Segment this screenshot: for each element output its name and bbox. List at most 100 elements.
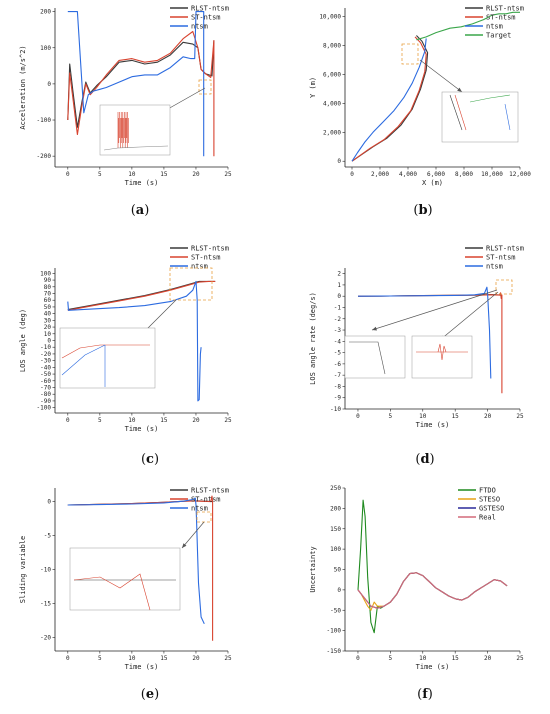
inset-panel [99, 104, 171, 156]
y-axis-label: Y (m) [309, 77, 317, 98]
series-line-real [357, 572, 508, 609]
x-tick-label: 0 [350, 171, 354, 178]
x-tick-label: 10 [419, 655, 427, 662]
y-axis-label: Acceleration (m/s^2) [19, 45, 27, 129]
y-tick-label: 6,000 [323, 71, 341, 78]
zoom-arrow [419, 59, 463, 93]
inset-panel [69, 547, 181, 611]
y-tick-label: 1 [337, 282, 341, 289]
y-tick-label: 200 [330, 505, 341, 512]
y-tick-label: -40 [40, 364, 51, 371]
y-tick-label: 0 [47, 499, 51, 506]
x-tick-label: 15 [452, 655, 460, 662]
x-axis-label: Time (s) [125, 663, 159, 671]
x-tick-label: 15 [160, 417, 168, 424]
y-tick-label: -200 [37, 153, 52, 160]
legend-label: ST-ntsm [486, 14, 516, 22]
x-tick-label: 10 [128, 655, 136, 662]
y-tick-label: -100 [37, 117, 52, 124]
x-tick-label: 20 [192, 417, 200, 424]
x-tick-label: 5 [98, 655, 102, 662]
x-tick-label: 15 [160, 655, 168, 662]
inset-frame [69, 547, 181, 611]
x-tick-label: 20 [484, 655, 492, 662]
legend-label: GSTESO [479, 505, 504, 513]
legend-label: ST-ntsm [191, 496, 221, 504]
series-line-ntsm [67, 11, 205, 157]
y-tick-label: 250 [330, 485, 341, 492]
x-tick-label: 25 [224, 417, 232, 424]
y-tick-label: -50 [40, 371, 51, 378]
inset-trace [103, 145, 169, 151]
zoom-arrow [439, 291, 499, 341]
x-axis-label: X (m) [422, 179, 443, 187]
x-tick-label: 5 [389, 413, 393, 420]
x-tick-label: 15 [160, 171, 168, 178]
zoom-box [401, 43, 419, 65]
zoom-arrow [371, 289, 498, 331]
zoom-arrow [181, 521, 205, 549]
y-tick-label: 40 [44, 311, 52, 318]
inset-frame [99, 104, 171, 156]
chart-e: 0 5 10 15 20 25 -20 -15 -10 -5 0 Time (s) Sliding va… [19, 487, 232, 703]
legend-label: RLST-ntsm [191, 487, 229, 495]
series-line-ntsm [67, 280, 202, 402]
y-tick-label: 100 [40, 270, 51, 277]
series-line-gsteso [357, 572, 508, 609]
y-tick-label: 0 [47, 338, 51, 345]
panel-label: (f) [417, 687, 433, 702]
y-tick-label: 10 [44, 331, 52, 338]
series-line-ntsm [351, 38, 427, 162]
arrow-head [182, 543, 187, 548]
chart-b: 0 2,000 4,000 6,000 8,000 10,000 12,000 0 2,000 4… [309, 5, 531, 219]
legend-label: ST-ntsm [191, 14, 221, 22]
y-tick-label: 8,000 [323, 43, 341, 50]
x-tick-label: 0 [356, 655, 360, 662]
x-tick-label: 8,000 [455, 171, 473, 178]
inset-trace [349, 341, 386, 375]
inset-panel [344, 335, 406, 379]
x-axis-label: Time (s) [125, 425, 159, 433]
y-tick-label: 100 [40, 45, 51, 52]
y-tick-label: -10 [40, 344, 51, 351]
x-tick-label: 10 [419, 413, 427, 420]
y-axis-label: LOS angle rate (deg/s) [309, 292, 317, 385]
y-tick-label: 200 [40, 9, 51, 16]
y-tick-label: -2 [334, 316, 342, 323]
y-tick-label: 0 [337, 587, 341, 594]
panel-label: (d) [415, 452, 434, 467]
inset-trace [449, 94, 463, 131]
y-tick-label: -7 [334, 372, 342, 379]
y-tick-label: -150 [327, 648, 342, 655]
panel-label: (b) [413, 203, 432, 218]
inset-trace [454, 94, 467, 131]
x-tick-label: 20 [192, 655, 200, 662]
x-tick-label: 25 [224, 171, 232, 178]
panel-label: (a) [131, 203, 150, 218]
y-tick-label: -1 [334, 304, 342, 311]
y-tick-label: -100 [327, 628, 342, 635]
y-tick-label: -3 [334, 327, 342, 334]
y-tick-label: -90 [40, 398, 51, 405]
legend-label: ntsm [191, 263, 208, 271]
y-tick-label: -80 [40, 391, 51, 398]
chart-a: 0 5 10 15 20 25 -200 -100 0 100 200 Time (s) Acceler… [19, 5, 232, 219]
x-tick-label: 15 [452, 413, 460, 420]
y-tick-label: 80 [44, 284, 52, 291]
series-line-target [416, 11, 520, 41]
inset-trace [469, 94, 511, 103]
y-tick-label: 10,000 [319, 14, 341, 21]
legend-label: FTDO [479, 487, 496, 495]
y-tick-label: -4 [334, 338, 342, 345]
zoom-box [169, 267, 213, 301]
series-line-st-ntsm [351, 36, 427, 162]
x-tick-label: 12,000 [509, 171, 531, 178]
zoom-box [196, 511, 212, 523]
y-tick-label: -5 [334, 350, 342, 357]
x-axis-label: Time (s) [125, 179, 159, 187]
zoom-box [495, 279, 513, 295]
